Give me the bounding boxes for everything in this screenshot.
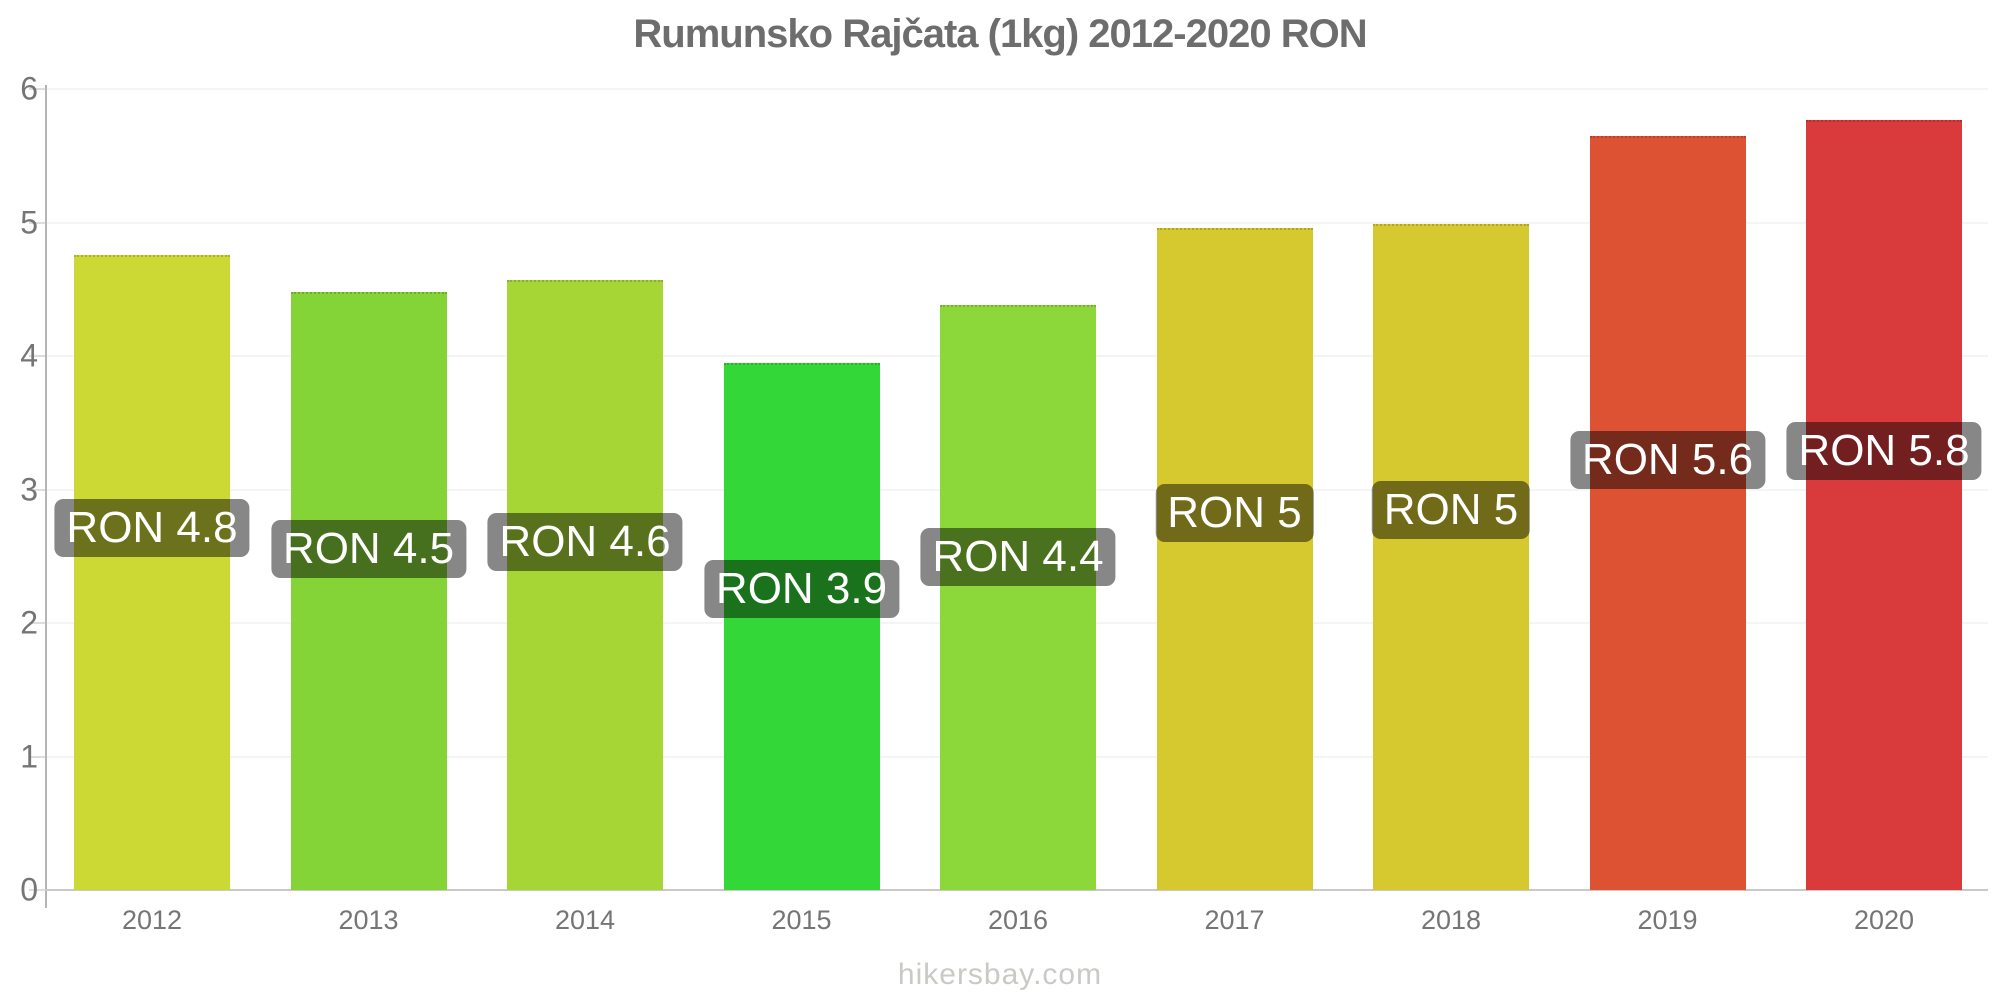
bar-2015[interactable] — [723, 362, 880, 890]
gridline-y5 — [47, 221, 1988, 224]
gridline-y6 — [47, 88, 1988, 90]
xtick-label-2014: 2014 — [554, 905, 616, 935]
y-axis-line — [45, 85, 47, 908]
bar-2013[interactable] — [290, 291, 447, 890]
ytick-mark-4 — [29, 355, 45, 357]
bar-value-label-2019: RON 5.6 — [1569, 431, 1766, 489]
ytick-mark-2 — [29, 622, 45, 624]
bar-value-label-2020: RON 5.8 — [1786, 422, 1982, 480]
bar-2019[interactable] — [1589, 135, 1746, 890]
chart-title: Rumunsko Rajčata (1kg) 2012-2020 RON — [633, 12, 1367, 56]
bar-2016[interactable] — [940, 305, 1096, 890]
xtick-label-2018: 2018 — [1420, 905, 1482, 935]
bar-value-label-2015: RON 3.9 — [703, 560, 900, 618]
bar-value-label-2013: RON 4.5 — [270, 520, 467, 578]
ytick-label-0: 0 — [20, 871, 38, 908]
bar-value-label-2016: RON 4.4 — [920, 528, 1116, 586]
ytick-label-6: 6 — [20, 70, 38, 107]
bar-2012[interactable] — [74, 254, 230, 890]
ytick-label-4: 4 — [20, 337, 38, 374]
ytick-mark-3 — [29, 488, 45, 491]
xtick-label-2012: 2012 — [121, 905, 183, 935]
bar-value-label-2018: RON 5 — [1371, 481, 1531, 539]
ytick-mark-5 — [29, 221, 45, 224]
ytick-label-1: 1 — [20, 738, 38, 774]
bar-2017[interactable] — [1156, 227, 1313, 890]
xtick-label-2020: 2020 — [1853, 905, 1915, 935]
watermark-hikersbay: hikersbay.com — [897, 958, 1103, 991]
ytick-mark-0 — [29, 889, 45, 891]
xtick-label-2017: 2017 — [1204, 905, 1265, 935]
xtick-label-2015: 2015 — [771, 905, 832, 935]
xtick-label-2016: 2016 — [987, 905, 1049, 935]
ytick-label-3: 3 — [20, 471, 38, 507]
ytick-mark-1 — [29, 755, 45, 758]
ytick-label-5: 5 — [20, 204, 38, 240]
x-axis-line — [45, 889, 1988, 891]
bar-value-label-2017: RON 5 — [1155, 484, 1314, 542]
bar-2018[interactable] — [1373, 223, 1529, 890]
bar-value-label-2012: RON 4.8 — [54, 499, 250, 557]
bar-value-label-2014: RON 4.6 — [487, 513, 683, 571]
ytick-label-2: 2 — [20, 604, 38, 641]
bar-2020[interactable] — [1806, 119, 1962, 890]
ytick-mark-6 — [29, 88, 45, 90]
bar-2014[interactable] — [507, 279, 663, 890]
xtick-label-2019: 2019 — [1637, 905, 1698, 935]
xtick-label-2013: 2013 — [338, 905, 399, 935]
